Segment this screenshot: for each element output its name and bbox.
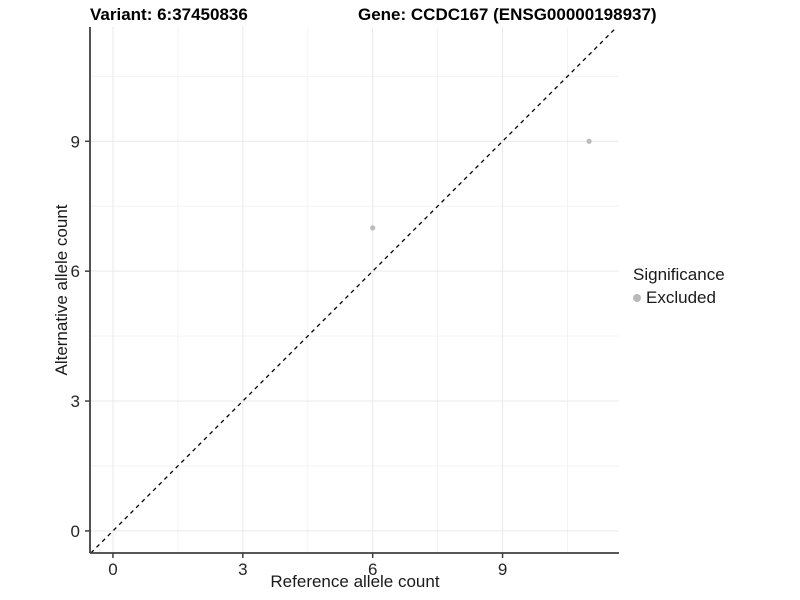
data-point xyxy=(370,225,376,231)
y-tick-label: 9 xyxy=(71,132,80,151)
plot-title-variant: Variant: 6:37450836 xyxy=(90,5,248,24)
x-tick-label: 0 xyxy=(108,560,117,579)
y-axis-title: Alternative allele count xyxy=(52,204,71,376)
legend-item-excluded: Excluded xyxy=(633,288,725,308)
x-tick-label: 3 xyxy=(238,560,247,579)
legend-item-label: Excluded xyxy=(646,288,716,307)
y-tick-label: 3 xyxy=(71,392,80,411)
x-tick-label: 9 xyxy=(498,560,507,579)
x-axis-title: Reference allele count xyxy=(270,572,440,591)
identity-line xyxy=(90,26,618,554)
y-tick-label: 6 xyxy=(71,262,80,281)
plot-title-gene: Gene: CCDC167 (ENSG00000198937) xyxy=(358,5,657,24)
legend: Significance Excluded xyxy=(633,265,725,308)
data-point xyxy=(586,138,592,144)
excluded-point-icon xyxy=(633,294,641,302)
x-tick-label: 6 xyxy=(368,560,377,579)
legend-title: Significance xyxy=(633,265,725,284)
y-tick-label: 0 xyxy=(71,522,80,541)
